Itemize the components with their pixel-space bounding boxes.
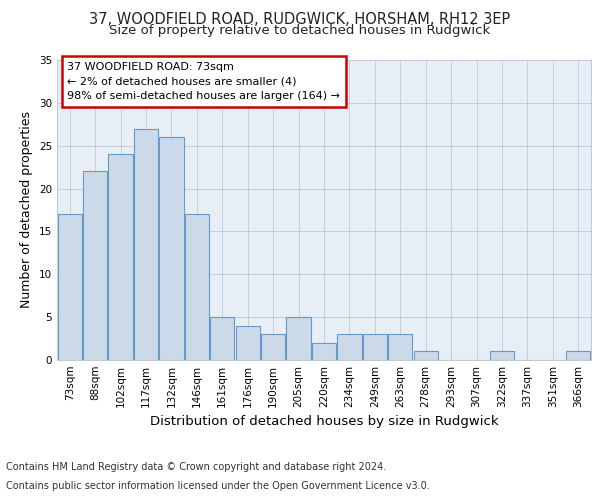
Text: 37, WOODFIELD ROAD, RUDGWICK, HORSHAM, RH12 3EP: 37, WOODFIELD ROAD, RUDGWICK, HORSHAM, R… (89, 12, 511, 28)
Bar (109, 154, 133, 360)
Text: Size of property relative to detached houses in Rudgwick: Size of property relative to detached ho… (109, 24, 491, 37)
Bar (363, 334, 387, 360)
Text: 37 WOODFIELD ROAD: 73sqm
← 2% of detached houses are smaller (4)
98% of semi-det: 37 WOODFIELD ROAD: 73sqm ← 2% of detache… (67, 62, 340, 101)
Bar (566, 352, 590, 360)
Text: Contains public sector information licensed under the Open Government Licence v3: Contains public sector information licen… (6, 481, 430, 491)
Bar (286, 317, 311, 360)
Bar (261, 334, 285, 360)
Bar (490, 352, 514, 360)
Bar (413, 352, 438, 360)
Bar (337, 334, 362, 360)
X-axis label: Distribution of detached houses by size in Rudgwick: Distribution of detached houses by size … (149, 416, 499, 428)
Bar (388, 334, 412, 360)
Bar (185, 214, 209, 360)
Bar (210, 317, 235, 360)
Bar (134, 128, 158, 360)
Bar (58, 214, 82, 360)
Bar (236, 326, 260, 360)
Text: Contains HM Land Registry data © Crown copyright and database right 2024.: Contains HM Land Registry data © Crown c… (6, 462, 386, 472)
Y-axis label: Number of detached properties: Number of detached properties (20, 112, 34, 308)
Bar (160, 137, 184, 360)
Bar (83, 172, 107, 360)
Bar (312, 343, 336, 360)
